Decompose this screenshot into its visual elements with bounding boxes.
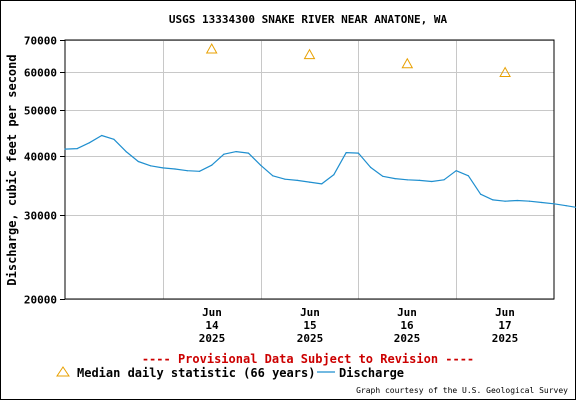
discharge-point <box>345 152 347 154</box>
discharge-point <box>467 175 469 177</box>
median-marker <box>303 48 316 60</box>
discharge-point <box>553 203 555 205</box>
legend-discharge-label: Discharge <box>339 366 404 380</box>
y-tick-label: 60000 <box>24 67 57 80</box>
plot-area <box>64 39 555 300</box>
discharge-line <box>64 134 576 208</box>
y-tick-label: 50000 <box>24 105 57 118</box>
x-tick-label: 17 <box>498 319 511 332</box>
discharge-point <box>394 178 396 180</box>
discharge-point <box>235 151 237 153</box>
y-tick-label: 30000 <box>24 210 57 223</box>
discharge-point <box>162 167 164 169</box>
grid-lines <box>65 40 554 300</box>
legend-triangle-icon <box>56 366 70 377</box>
discharge-point <box>101 134 103 137</box>
provisional-note: ---- Provisional Data Subject to Revisio… <box>142 352 474 366</box>
median-marker <box>205 43 218 54</box>
discharge-point <box>88 142 91 144</box>
discharge-point <box>333 174 335 176</box>
discharge-point <box>198 170 201 172</box>
x-tick-label: 2025 <box>297 332 324 345</box>
discharge-point <box>418 179 421 181</box>
median-marker <box>499 66 511 78</box>
discharge-point <box>565 205 567 207</box>
discharge-point <box>480 193 482 195</box>
x-tick-label: 16 <box>400 319 414 332</box>
x-tick-label: Jun <box>495 306 515 319</box>
discharge-point <box>431 180 433 183</box>
x-tick-label: 2025 <box>394 332 421 345</box>
discharge-point <box>211 164 213 166</box>
discharge-point <box>528 200 531 202</box>
x-tick-label: 14 <box>205 319 219 332</box>
discharge-point <box>223 153 225 155</box>
median-marker <box>401 57 414 69</box>
discharge-point <box>492 199 494 201</box>
y-tick-label: 20000 <box>24 294 57 307</box>
discharge-point <box>541 201 543 204</box>
discharge-point <box>455 170 457 172</box>
discharge-point <box>272 175 274 177</box>
x-tick-label: Jun <box>397 306 417 319</box>
y-axis-label: Discharge, cubic feet per second <box>5 54 19 285</box>
legend-median-label: Median daily statistic (66 years) <box>77 366 315 380</box>
discharge-point <box>247 152 249 154</box>
x-axis-ticks: Jun142025Jun152025Jun162025Jun172025Jun1… <box>199 306 519 345</box>
discharge-point <box>321 183 323 185</box>
x-tick-label: 2025 <box>199 332 226 345</box>
discharge-point <box>137 160 139 163</box>
credit-text: Graph courtesy of the U.S. Geological Su… <box>356 386 568 395</box>
discharge-point <box>308 181 311 183</box>
y-tick-label: 40000 <box>24 151 57 164</box>
discharge-point <box>504 200 506 202</box>
discharge-point <box>516 199 518 202</box>
discharge-point <box>443 179 445 181</box>
discharge-point <box>186 170 188 172</box>
discharge-series <box>64 134 576 208</box>
x-tick-label: 15 <box>303 319 316 332</box>
discharge-point <box>113 138 115 140</box>
discharge-point <box>76 148 78 150</box>
y-tick-label: 70000 <box>24 35 57 48</box>
discharge-point <box>370 166 372 168</box>
discharge-point <box>284 178 286 180</box>
discharge-point <box>406 179 408 181</box>
discharge-point <box>260 164 262 166</box>
discharge-point <box>125 151 127 153</box>
discharge-point <box>174 168 176 170</box>
discharge-point <box>382 175 384 177</box>
discharge-point <box>357 152 359 154</box>
discharge-point <box>296 179 298 181</box>
chart-title: USGS 13334300 SNAKE RIVER NEAR ANATONE, … <box>169 13 448 26</box>
legend: Median daily statistic (66 years) Discha… <box>56 366 404 380</box>
x-tick-label: Jun <box>202 306 222 319</box>
discharge-point <box>150 165 152 167</box>
y-axis-ticks: 70000 60000 50000 40000 30000 20000 <box>24 35 65 307</box>
x-tick-label: 2025 <box>492 332 519 345</box>
x-tick-label: Jun <box>300 306 320 319</box>
discharge-point <box>64 148 66 150</box>
median-markers <box>205 43 511 78</box>
